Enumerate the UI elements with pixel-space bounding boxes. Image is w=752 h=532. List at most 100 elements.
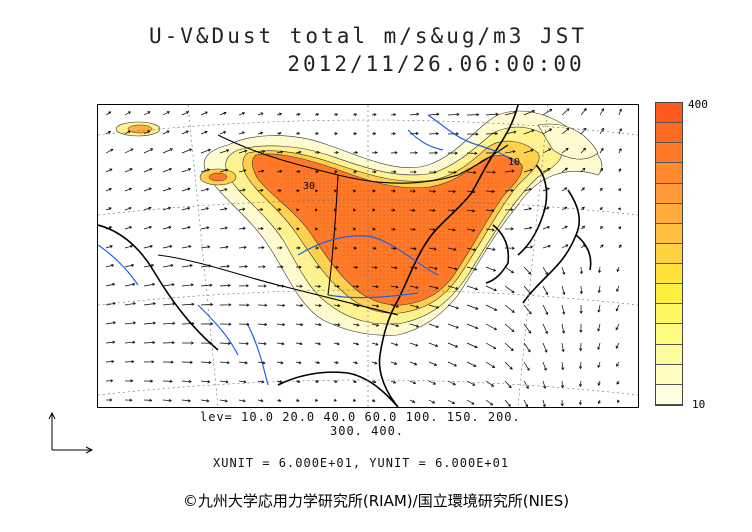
wind-vector-head [565,147,569,151]
wind-vector [200,207,209,211]
wind-vector [181,245,192,249]
wind-vector-head [333,208,337,212]
wind-vector-head [296,227,300,231]
wind-vector-head [187,187,191,191]
wind-vector [598,304,601,313]
wind-vector [124,226,132,230]
wind-vector [523,361,530,371]
wind-vector [238,246,247,249]
wind-vector-head [168,398,172,403]
wind-vector-head [454,344,459,348]
wind-vector [124,341,135,344]
wind-vector [105,226,112,230]
wind-vector [238,227,246,230]
wind-vector-head [490,383,495,387]
wind-vector-head [434,266,438,270]
wind-vector-head [578,366,583,370]
wind-vector-head [599,187,603,191]
wind-vector-head [168,167,173,171]
wind-vector [219,342,231,344]
wind-vector [219,169,228,173]
wind-vector [523,129,535,135]
wind-vector [257,247,265,249]
dust-plume [115,110,603,336]
wind-vector-head [207,245,211,249]
wind-vector [466,380,475,386]
wind-vector-head [618,226,621,230]
wind-vector [333,323,340,326]
wind-vector [333,361,339,364]
wind-vector [257,132,263,135]
wind-vector [200,304,213,306]
wind-vector-head [546,187,550,191]
wind-vector-head [432,381,437,385]
wind-vector-head [224,226,228,230]
wind-vector [599,244,604,249]
wind-vector-head [617,207,621,211]
wind-vector-head [353,227,357,231]
wind-vector [542,187,550,192]
wind-vector [238,169,246,173]
wind-vector-head [280,265,284,269]
wind-vector [447,304,459,309]
wind-vector-head [581,206,585,210]
wind-vector-head [562,291,566,296]
wind-vector [200,149,211,154]
wind-vector [542,109,552,116]
wind-vector [447,190,456,193]
wind-vector-head [108,187,112,191]
wind-vector-head [579,310,583,314]
wind-vector-head [352,208,356,212]
wind-vector-head [528,207,532,211]
wind-vector [181,323,194,325]
wind-vector-head [415,285,419,289]
wind-vector-head [130,148,134,152]
wind-vector-head [166,130,170,134]
wind-vector [371,361,378,364]
wind-vector [428,266,438,270]
wind-vector-head [394,266,398,270]
wind-vector [466,228,475,231]
wind-vector [428,209,436,211]
wind-vector [580,108,587,116]
wind-vector [124,302,136,306]
wind-vector-head [224,188,228,192]
wind-vector-head [244,149,248,153]
wind-vector-head [413,170,417,174]
wind-vector [523,266,531,275]
wind-vector [162,245,172,249]
wind-vector-head [433,247,437,251]
wind-vector-head [527,349,531,353]
wind-vector [447,113,459,116]
wind-vector [276,323,285,326]
wind-vector [143,187,152,192]
wind-vector-head [355,342,360,346]
wind-vector [352,152,358,154]
wind-vector-head [185,130,189,134]
wind-vector [466,247,476,251]
wind-vector-head [297,379,301,384]
wind-vector [523,149,534,154]
wind-vector-head [354,246,358,250]
wind-vector-head [545,330,548,335]
wind-vector [504,150,516,154]
wind-vector [314,323,322,326]
wind-vector-head [108,207,112,211]
wind-vector-head [246,322,250,326]
wind-vector [276,342,285,345]
wind-vector [485,113,498,116]
wind-vector-head [315,132,319,136]
wind-vector [219,361,230,364]
wind-vector-head [224,207,228,211]
wind-vector [181,168,191,173]
wind-vector-head [298,265,302,269]
wind-vector-head [375,342,379,346]
wind-vector [390,304,399,308]
wind-vector-head [168,187,172,191]
wind-vector [143,148,153,154]
wind-vector-head [528,291,532,295]
wind-vector [200,399,209,402]
wind-vector-head [130,379,134,383]
wind-vector [238,361,248,364]
wind-vector [371,285,379,288]
